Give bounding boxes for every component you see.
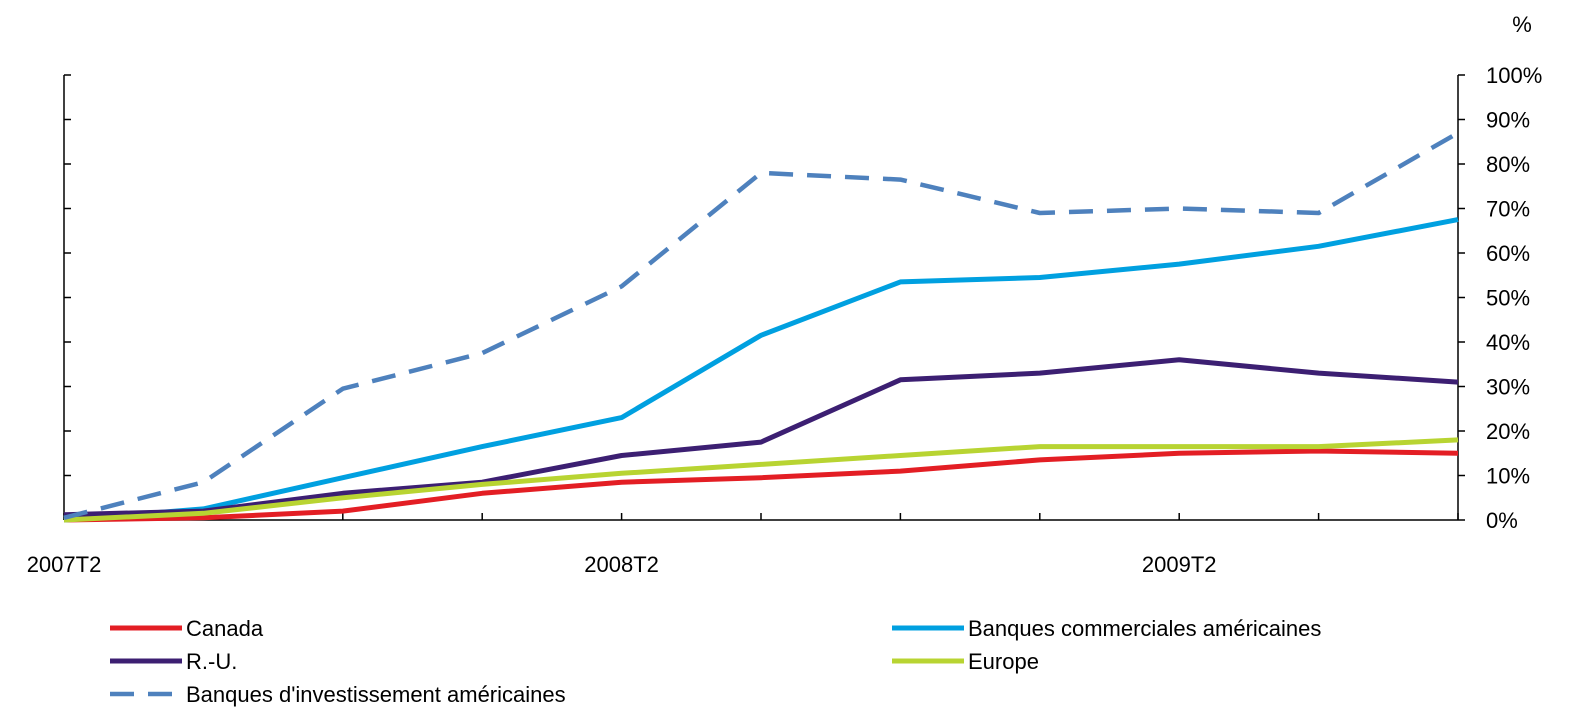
series-line-us_investment [63, 130, 1460, 520]
y-tick-label: 100% [1486, 63, 1542, 88]
x-tick-label: 2007T2 [27, 552, 102, 577]
series-line-us_commercial [63, 217, 1459, 523]
series-line-uk [63, 357, 1459, 518]
right-axis-ticks: 0% 10% 20% 30% 40% 50% 60% 70% 80% 90% 100% [1458, 63, 1542, 533]
y-unit-label: % [1512, 12, 1532, 37]
y-tick-label: 50% [1486, 286, 1530, 311]
y-tick-label: 20% [1486, 419, 1530, 444]
legend-label-europe: Europe [968, 649, 1039, 674]
y-tick-label: 10% [1486, 464, 1530, 489]
legend-label-us_investment: Banques d'investissement américaines [186, 682, 566, 707]
x-tick-label: 2009T2 [1142, 552, 1217, 577]
series-layer [63, 130, 1460, 523]
y-tick-label: 60% [1486, 241, 1530, 266]
legend-label-uk: R.-U. [186, 649, 237, 674]
x-tick-label: 2008T2 [584, 552, 659, 577]
y-tick-label: 90% [1486, 108, 1530, 133]
y-tick-label: 30% [1486, 375, 1530, 400]
y-tick-label: 70% [1486, 197, 1530, 222]
x-axis-ticks: 2007T2 2008T2 2009T2 [27, 513, 1459, 577]
legend-label-us_commercial: Banques commerciales américaines [968, 616, 1321, 641]
series-line-europe [63, 437, 1459, 523]
left-axis-ticks [64, 74, 71, 521]
y-tick-label: 80% [1486, 152, 1530, 177]
legend: Canada Banques commerciales américaines R.… [110, 616, 1321, 707]
legend-label-canada: Canada [186, 616, 264, 641]
y-tick-label: 40% [1486, 330, 1530, 355]
y-tick-label: 0% [1486, 508, 1518, 533]
series-line-canada [63, 448, 1459, 523]
